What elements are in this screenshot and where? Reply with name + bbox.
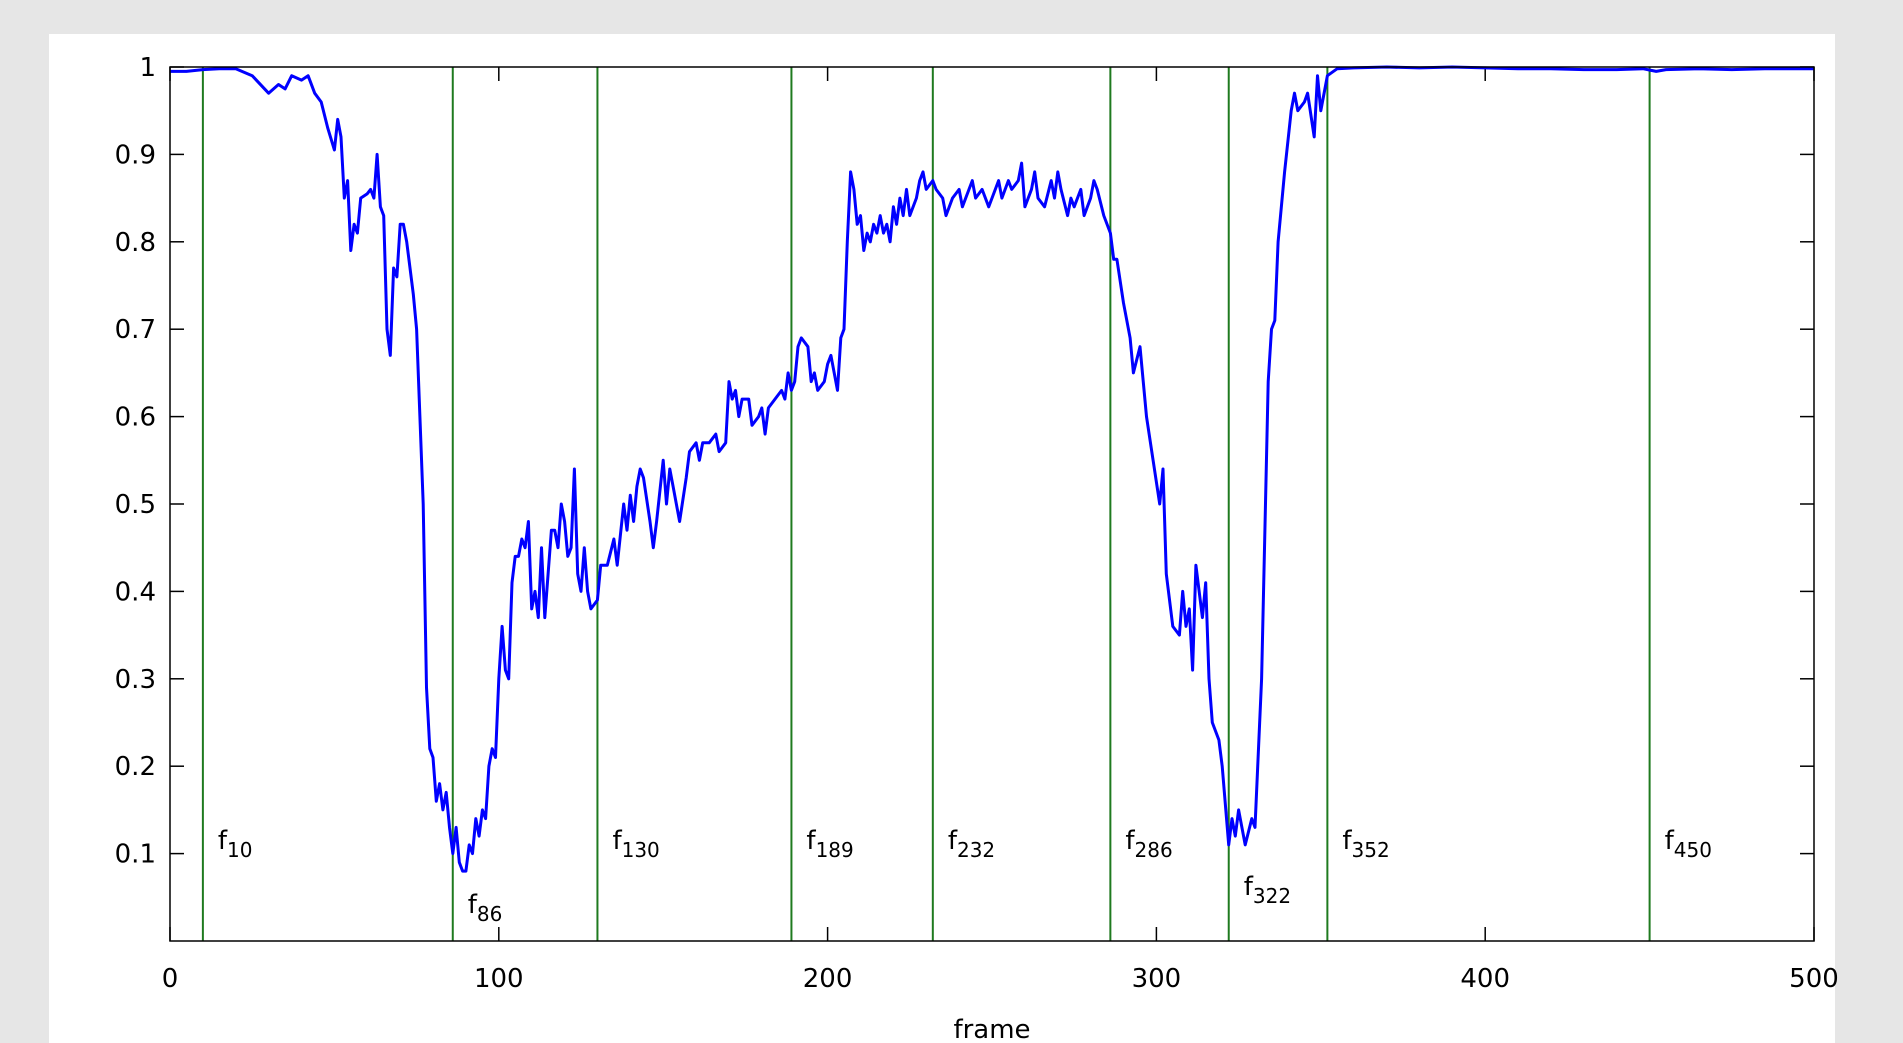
- marker-subscript: 130: [622, 838, 660, 862]
- x-tick-label: 500: [1789, 964, 1839, 994]
- y-tick-label: 0.2: [115, 752, 156, 782]
- marker-subscript: 286: [1135, 838, 1173, 862]
- marker-letter: f: [468, 890, 478, 920]
- x-tick-label: 300: [1132, 964, 1182, 994]
- y-tick-label: 0.7: [115, 315, 156, 345]
- marker-label: f232: [948, 826, 995, 862]
- marker-letter: f: [612, 826, 622, 856]
- marker-label: f86: [468, 890, 503, 926]
- y-tick-label: 0.5: [115, 490, 156, 520]
- y-tick-label: 0.1: [115, 840, 156, 870]
- x-tick-label: 400: [1460, 964, 1510, 994]
- marker-letter: f: [1125, 826, 1135, 856]
- marker-label: f450: [1665, 826, 1712, 862]
- y-tick-label: 0.3: [115, 665, 156, 695]
- y-tick-label: 0.9: [115, 140, 156, 170]
- marker-letter: f: [218, 826, 228, 856]
- marker-label: f286: [1125, 826, 1172, 862]
- marker-letter: f: [1244, 872, 1254, 902]
- marker-label: f130: [612, 826, 659, 862]
- plot-frame: [169, 66, 1815, 942]
- marker-letter: f: [1665, 826, 1675, 856]
- y-tick-label: 0.8: [115, 228, 156, 258]
- marker-subscript: 232: [957, 838, 995, 862]
- marker-letter: f: [948, 826, 958, 856]
- x-axis-label: frame: [953, 1015, 1030, 1043]
- marker-subscript: 86: [477, 902, 502, 926]
- x-tick-label: 200: [803, 964, 853, 994]
- marker-subscript: 322: [1253, 884, 1291, 908]
- marker-label: f10: [218, 826, 253, 862]
- marker-subscript: 10: [227, 838, 252, 862]
- x-tick-label: 100: [474, 964, 524, 994]
- data-line: [170, 65, 1814, 873]
- marker-label: f352: [1342, 826, 1389, 862]
- marker-subscript: 189: [816, 838, 854, 862]
- marker-label: f322: [1244, 872, 1291, 908]
- y-tick-label: 1: [139, 53, 156, 83]
- x-tick-label: 0: [162, 964, 179, 994]
- marker-letter: f: [1342, 826, 1352, 856]
- y-tick-label: 0.4: [115, 577, 156, 607]
- marker-label: f189: [806, 826, 853, 862]
- marker-letter: f: [806, 826, 816, 856]
- y-tick-label: 0.6: [115, 403, 156, 433]
- marker-subscript: 450: [1674, 838, 1712, 862]
- marker-subscript: 352: [1352, 838, 1390, 862]
